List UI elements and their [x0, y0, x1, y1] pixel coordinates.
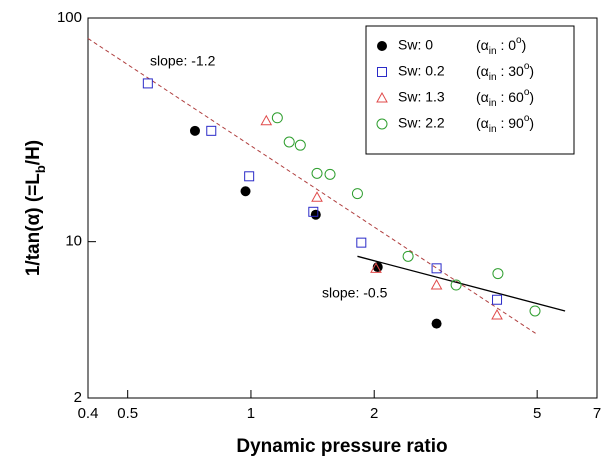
legend-label-part: in [489, 98, 497, 109]
legend-label: (αin : 60o) [476, 87, 534, 109]
point [142, 78, 153, 89]
legend-label-part: : 60 [497, 89, 524, 105]
point [244, 171, 255, 182]
legend-label: Sw: 0 [398, 37, 433, 53]
point [311, 167, 323, 179]
annotation: slope: -1.2 [150, 53, 216, 69]
x-tick-label: 0.5 [117, 405, 138, 422]
y-tick-label: 2 [74, 389, 82, 406]
point [450, 279, 462, 291]
point [271, 112, 283, 124]
y-tick-label: 10 [65, 233, 82, 250]
point [294, 139, 306, 151]
point [492, 268, 504, 280]
point [356, 237, 367, 248]
point [370, 262, 382, 273]
x-axis-label: Dynamic pressure ratio [236, 436, 447, 457]
legend-label: Sw: 1.3 [398, 89, 445, 105]
y-axis-label-part: b [33, 165, 48, 173]
legend-label-part: in [489, 46, 497, 57]
point [189, 125, 200, 136]
legend-label-part: : 30 [497, 63, 524, 79]
point [402, 250, 414, 262]
point [240, 186, 251, 197]
y-axis-label-part: 1/tan( [23, 225, 44, 276]
point [310, 209, 321, 220]
plot-frame [87, 17, 598, 399]
x-tick-label: 7 [593, 405, 601, 422]
point [431, 318, 442, 329]
legend-marker [376, 91, 388, 103]
legend-label: (αin : 30o) [476, 61, 534, 83]
y-axis-label: 1/tan(α) (=Lb/H) [23, 140, 48, 276]
legend-label-part: ) [529, 63, 534, 79]
legend-label: (αin : 0o) [476, 35, 526, 57]
point [491, 308, 503, 320]
point [206, 125, 217, 136]
x-tick-label: 2 [370, 405, 378, 422]
legend-marker [377, 41, 387, 51]
legend-label-part: ) [529, 89, 534, 105]
point [492, 294, 503, 305]
legend-label-part: o [524, 61, 530, 72]
point [283, 136, 295, 148]
x-tick-label: 1 [247, 405, 255, 422]
point [431, 263, 442, 274]
legend-label-part: o [524, 87, 530, 98]
legend-label-part: (α [476, 37, 489, 53]
legend-label-part: (α [476, 115, 489, 131]
legend-label-part: (α [476, 89, 489, 105]
annotation: slope: -0.5 [322, 285, 388, 301]
legend-label: Sw: 2.2 [398, 115, 445, 131]
legend-label-part: ) [522, 37, 527, 53]
x-tick-label: 0.4 [78, 405, 99, 422]
legend-box [365, 25, 575, 155]
legend-label-part: o [524, 113, 530, 124]
y-axis-label-part: /H) [23, 140, 44, 165]
legend-label-part: in [489, 72, 497, 83]
legend-marker [377, 67, 387, 77]
point [430, 278, 443, 290]
point [351, 188, 363, 200]
point [324, 168, 336, 180]
y-axis-label-part: ) (=L [23, 173, 44, 214]
point [308, 206, 319, 217]
legend-label-part: (α [476, 63, 489, 79]
legend-marker [376, 118, 388, 130]
legend-label-part: in [489, 124, 497, 135]
legend-label-part: : 0 [497, 37, 517, 53]
x-tick-label: 5 [533, 405, 541, 422]
legend-label-part: ) [529, 115, 534, 131]
y-axis-label-part: α [23, 213, 44, 225]
legend-label: (αin : 90o) [476, 113, 534, 135]
point [260, 114, 273, 126]
fit-line [87, 38, 538, 335]
point [311, 191, 323, 202]
legend-label-part: : 90 [497, 115, 524, 131]
point [529, 305, 541, 317]
y-tick-label: 100 [57, 9, 82, 26]
legend-label-part: o [516, 35, 522, 46]
legend-label: Sw: 0.2 [398, 63, 445, 79]
